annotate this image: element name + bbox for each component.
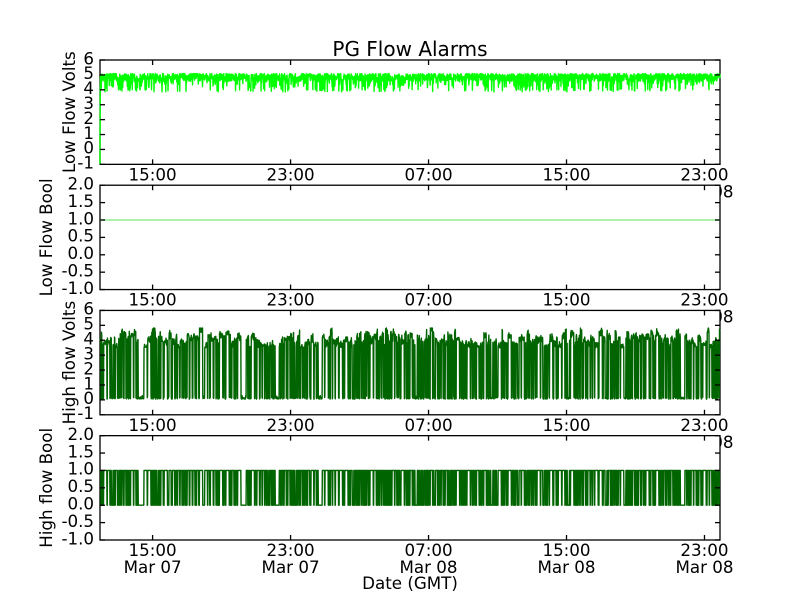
subplot-2-ylabel: Low Flow Bool	[36, 178, 56, 296]
figure-title: PG Flow Alarms	[332, 37, 487, 61]
subplot-1-line	[99, 72, 721, 165]
x-tick-label-date: Mar 08	[537, 557, 595, 577]
x-tick-label-time: 15:00	[129, 540, 177, 560]
x-tick-label-time: 15:00	[542, 540, 590, 560]
subplot-2-background	[100, 185, 720, 290]
x-tick-label-date: Mar 07	[262, 557, 320, 577]
y-tick-label: 3	[83, 343, 94, 363]
x-tick-label-time: 07:00	[404, 540, 452, 560]
x-tick-label-time: 15:00	[129, 164, 177, 184]
y-tick-label: 6	[83, 48, 94, 68]
x-tick-label-time: 23:00	[267, 164, 315, 184]
subplot-3-ylabel: High flow Volts	[59, 301, 79, 425]
subplot-3-line	[99, 327, 721, 400]
x-tick-label-time: 23:00	[267, 540, 315, 560]
x-tick-label-time: 23:00	[680, 164, 728, 184]
y-tick-label: 1.5	[67, 441, 94, 461]
y-tick-label: 6	[83, 299, 94, 319]
y-tick-label: 1.0	[67, 208, 94, 228]
x-tick-label-time: 23:00	[267, 290, 315, 310]
y-tick-label: -1.0	[61, 278, 94, 298]
y-tick-label: -0.5	[61, 260, 94, 280]
subplot-4-ylabel: High flow Bool	[36, 428, 56, 548]
y-tick-label: 0	[83, 138, 94, 158]
x-tick-label-time: 07:00	[404, 164, 452, 184]
x-tick-label-time: 23:00	[680, 415, 728, 435]
x-tick-label-date: Mar 08	[400, 557, 458, 577]
x-tick-label-time: 15:00	[129, 415, 177, 435]
y-tick-label: -1.0	[61, 528, 94, 548]
y-tick-label: 0.0	[67, 243, 94, 263]
y-tick-label: 5	[83, 314, 94, 334]
x-tick-label-date: Mar 07	[124, 557, 182, 577]
y-tick-label: 0.0	[67, 494, 94, 514]
y-tick-label: -0.5	[61, 511, 94, 531]
y-tick-label: 5	[83, 63, 94, 83]
subplot-4-line	[99, 469, 721, 506]
y-tick-label: 0	[83, 388, 94, 408]
subplot-1-ylabel: Low Flow Volts	[59, 51, 79, 173]
y-tick-label: 2	[83, 108, 94, 128]
y-tick-label: 2.0	[67, 424, 94, 444]
y-tick-label: 2	[83, 358, 94, 378]
x-tick-label-time: 07:00	[404, 290, 452, 310]
y-tick-label: 1.0	[67, 459, 94, 479]
x-tick-label-time: 15:00	[542, 290, 590, 310]
x-tick-label-time: 15:00	[542, 415, 590, 435]
x-tick-label-time: 15:00	[129, 290, 177, 310]
x-tick-label-date: Mar 08	[675, 557, 733, 577]
x-tick-label-time: 23:00	[267, 415, 315, 435]
y-tick-label: 0.5	[67, 226, 94, 246]
x-tick-label-time: 23:00	[680, 540, 728, 560]
y-tick-label: -1	[77, 403, 94, 423]
y-tick-label: 1	[83, 373, 94, 393]
y-tick-label: 2.0	[67, 174, 94, 194]
x-tick-label-time: 23:00	[680, 290, 728, 310]
y-tick-label: 4	[83, 78, 94, 98]
x-tick-label-time: 07:00	[404, 415, 452, 435]
y-tick-label: 4	[83, 329, 94, 349]
y-tick-label: 1.5	[67, 191, 94, 211]
y-tick-label: -1	[77, 153, 94, 173]
y-tick-label: 3	[83, 93, 94, 113]
x-axis-label: Date (GMT)	[362, 573, 458, 593]
y-tick-label: 0.5	[67, 476, 94, 496]
y-tick-label: 1	[83, 123, 94, 143]
x-tick-label-time: 15:00	[542, 164, 590, 184]
